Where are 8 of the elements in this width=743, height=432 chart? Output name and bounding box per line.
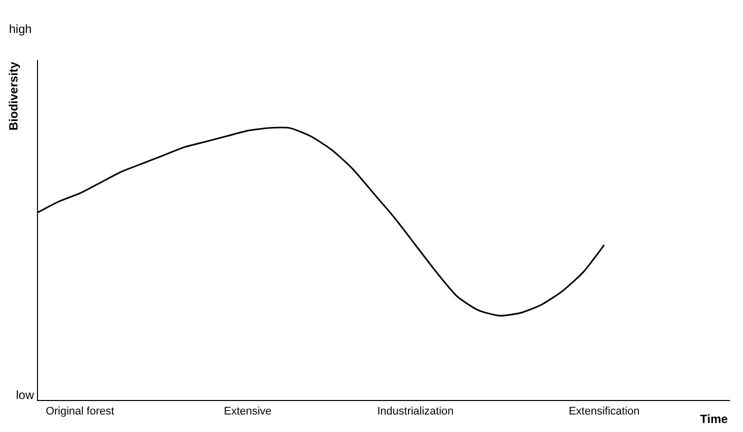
x-tick-label: Extensive <box>224 405 272 418</box>
x-tick-label: Extensification <box>568 405 640 418</box>
x-tick-label: Industrialization <box>377 405 454 418</box>
text: low <box>16 388 34 402</box>
text: high <box>9 22 32 36</box>
x-tick-label: Original forest <box>46 405 114 418</box>
y-axis-title: Biodiversity <box>6 61 20 130</box>
x-axis-title: Time <box>700 412 728 426</box>
